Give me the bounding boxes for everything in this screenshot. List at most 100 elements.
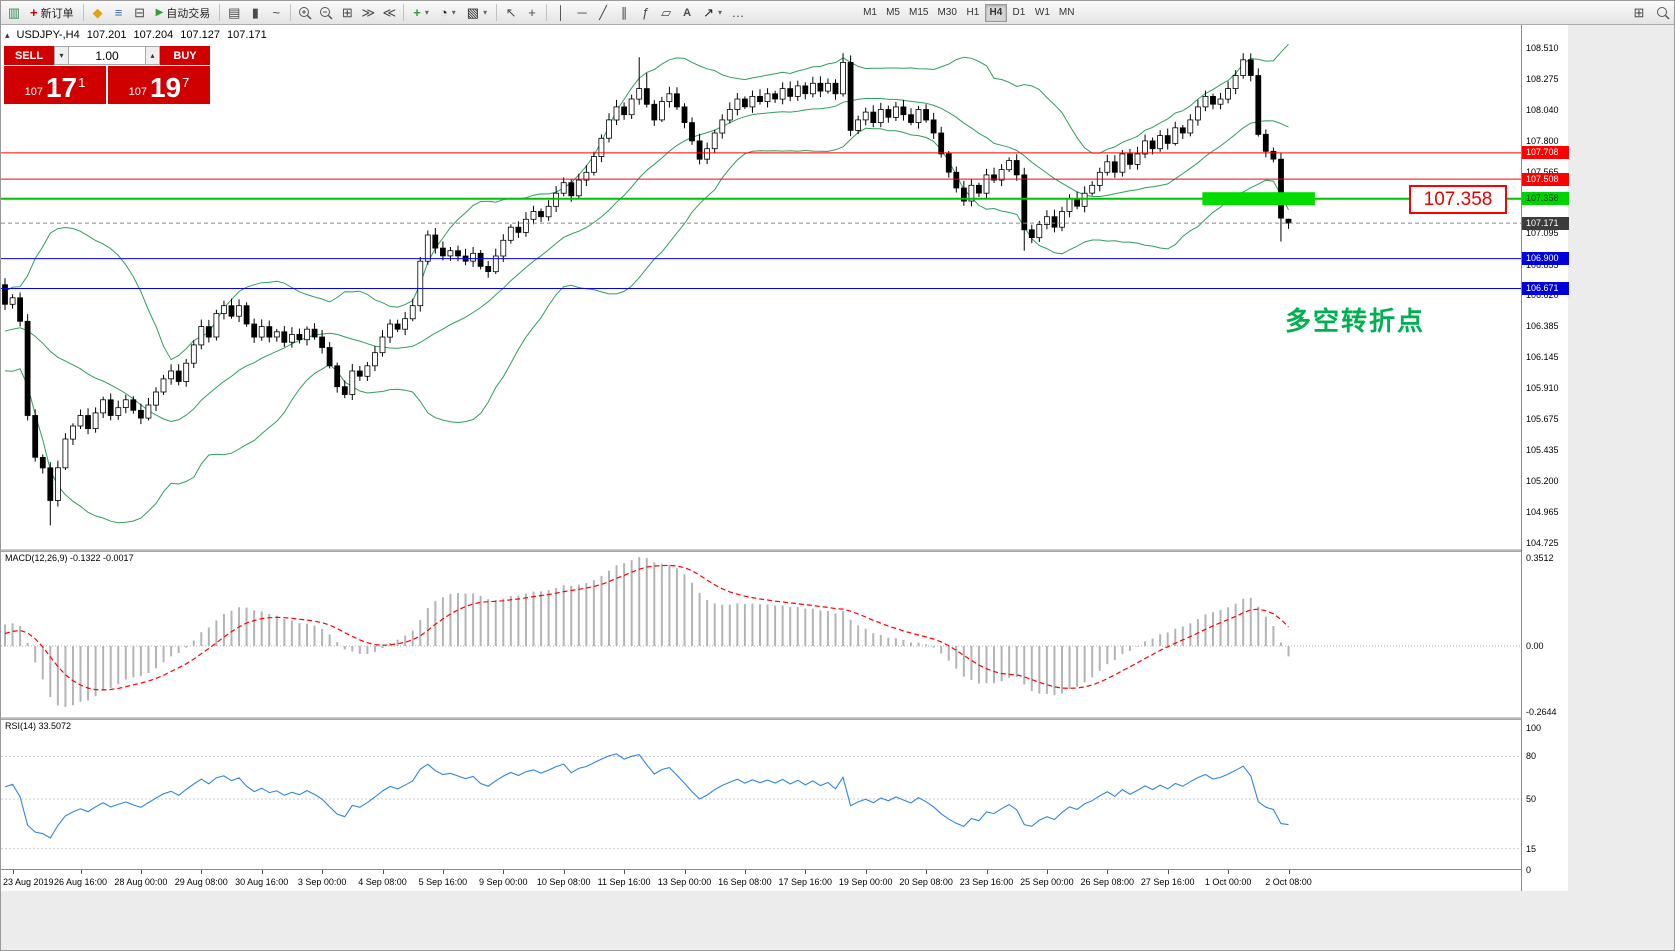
rsi-canvas[interactable]	[1, 719, 1521, 869]
bar-chart-icon[interactable]: ▤	[228, 4, 241, 20]
buy-button[interactable]: BUY	[160, 46, 210, 65]
trendline-tool-icon[interactable]: ╱	[599, 4, 607, 20]
auto-scroll-icon[interactable]: ≫	[361, 4, 376, 20]
buy-price-small: 107	[128, 86, 147, 98]
time-axis-label: 23 Aug 2019	[3, 877, 54, 887]
ohlc-low: 107.127	[180, 29, 220, 41]
timeframe-d1-button[interactable]: D1	[1012, 7, 1026, 18]
time-axis-label: 26 Aug 16:00	[53, 877, 108, 887]
price-axis-label: 104.725	[1526, 538, 1559, 548]
arrows-tool-button[interactable]: ↗ ▾	[698, 3, 727, 23]
chevron-down-icon: ▾	[451, 8, 456, 17]
highlight-rectangle[interactable]	[1202, 192, 1315, 206]
shapes-tool-icon[interactable]: ▱	[661, 4, 672, 20]
volume-increase-button[interactable]: ▴	[145, 46, 160, 65]
time-tick	[624, 870, 626, 874]
timeframe-w1-button[interactable]: W1	[1034, 7, 1050, 18]
time-axis-label: 29 Aug 08:00	[174, 877, 228, 887]
time-axis-label: 1 Oct 00:00	[1204, 877, 1252, 887]
time-axis[interactable]: 23 Aug 2019 26 Aug 16:00 28 Aug 00:00 29 Au…	[1, 869, 1521, 891]
time-tick	[201, 870, 203, 874]
app-icon: ▥	[7, 4, 21, 20]
sell-price-display[interactable]: 107 17 1	[4, 66, 106, 104]
time-tick	[1167, 870, 1169, 874]
time-tick	[261, 870, 263, 874]
price-chart-canvas[interactable]	[1, 25, 1521, 551]
timeframe-m1-button[interactable]: M1	[863, 7, 877, 18]
templates-button[interactable]: ▧ ▾	[462, 3, 492, 23]
one-click-collapse-icon[interactable]: ▴	[5, 29, 10, 40]
chart-region: ▴ USDJPY-,H4 107.201 107.204 107.127 107…	[1, 25, 1521, 891]
chart-shift-icon[interactable]: ≪	[382, 4, 397, 20]
timeframe-m5-button[interactable]: M5	[886, 7, 900, 18]
channel-tool-icon[interactable]: ∥	[620, 4, 628, 20]
panel-separator[interactable]	[1, 549, 1568, 552]
zoom-in-icon[interactable]	[295, 3, 315, 23]
rsi-axis-label: 100	[1526, 723, 1542, 733]
tile-windows-icon[interactable]: ⊞	[341, 4, 353, 20]
buy-price-display[interactable]: 107 19 7	[108, 66, 210, 104]
rsi-axis-label: 80	[1526, 751, 1537, 762]
toolbar-right-icons: ⊞	[1629, 3, 1673, 23]
time-tick	[503, 870, 505, 874]
time-axis-label: 4 Sep 08:00	[358, 877, 407, 887]
rsi-level-lines	[1, 755, 1521, 850]
time-tick	[1288, 870, 1290, 874]
time-axis-label: 30 Aug 16:00	[235, 877, 289, 887]
ohlc-open: 107.201	[86, 29, 127, 41]
timeframe-m15-button[interactable]: M15	[909, 7, 929, 18]
search-icon[interactable]	[1653, 3, 1673, 23]
timeframe-mn-button[interactable]: MN	[1058, 7, 1075, 18]
line-chart-icon[interactable]: ~	[272, 5, 281, 20]
ohlc-high: 107.204	[133, 29, 174, 41]
horizontal-level-lines[interactable]	[1, 152, 1521, 289]
timeframe-h4-button[interactable]: H4	[984, 3, 1007, 22]
panel-separator[interactable]	[1, 717, 1568, 720]
cursor-icon[interactable]: ↖	[505, 4, 517, 20]
time-tick	[442, 870, 444, 874]
chart-ohlc-header: ▴ USDJPY-,H4 107.201 107.204 107.127 107…	[5, 29, 267, 41]
time-axis-label: 27 Sep 16:00	[1140, 877, 1195, 887]
volume-input[interactable]	[69, 46, 145, 65]
autotrading-button[interactable]: ▶ 自动交易	[151, 3, 216, 23]
chevron-down-icon: ▾	[424, 8, 429, 17]
horizontal-line-tool-icon[interactable]: ─	[577, 5, 587, 20]
metaeditor-icon[interactable]: ◆	[92, 4, 103, 20]
candlestick-chart-icon[interactable]: ▮	[251, 4, 259, 20]
navigator-icon[interactable]: ⊟	[134, 4, 146, 20]
turning-point-annotation[interactable]: 多空转折点	[1285, 306, 1426, 336]
price-level-badge: 106.900	[1522, 252, 1569, 266]
new-chart-window-icon[interactable]: ⊞	[1633, 4, 1645, 20]
macd-canvas[interactable]	[1, 551, 1521, 719]
timeframe-m30-button[interactable]: M30	[937, 7, 957, 18]
bollinger-bands[interactable]	[4, 43, 1289, 524]
time-tick	[865, 870, 867, 874]
price-level-badge: 107.508	[1522, 172, 1569, 186]
market-watch-icon[interactable]: ≡	[114, 5, 123, 20]
sell-button[interactable]: SELL	[4, 46, 54, 65]
periods-button[interactable]: ◔ ▾	[435, 3, 461, 23]
indicators-button[interactable]: + ▾	[408, 3, 434, 23]
price-axis-label: 108.275	[1526, 73, 1559, 84]
more-tools-icon[interactable]: …	[731, 5, 745, 20]
time-tick	[80, 870, 82, 874]
zoom-out-icon[interactable]	[316, 3, 336, 23]
price-callout-label[interactable]: 107.358	[1409, 185, 1507, 214]
volume-decrease-button[interactable]: ▾	[54, 46, 69, 65]
vertical-line-tool-icon[interactable]: │	[557, 5, 566, 20]
text-tool-icon[interactable]: A	[683, 6, 692, 19]
new-order-button[interactable]: + 新订单	[25, 3, 79, 23]
toolbar-separator	[546, 4, 548, 21]
time-axis-label: 23 Sep 16:00	[959, 877, 1014, 887]
price-level-badge: 106.671	[1522, 282, 1569, 295]
price-axis-label: 108.510	[1526, 43, 1559, 53]
time-axis-label: 2 Oct 08:00	[1265, 877, 1312, 887]
price-axis[interactable]: 108.510 108.275 108.040 107.800 107.565 107.3…	[1521, 25, 1569, 891]
macd-label: MACD(12,26,9) -0.1322 -0.0017	[5, 553, 134, 563]
timeframe-h1-button[interactable]: H1	[966, 7, 980, 18]
rsi-label: RSI(14) 33.5072	[5, 721, 72, 731]
toolbar-separator	[290, 4, 292, 21]
crosshair-icon[interactable]: +	[528, 5, 536, 20]
fibonacci-tool-icon[interactable]: ƒ	[641, 5, 649, 20]
